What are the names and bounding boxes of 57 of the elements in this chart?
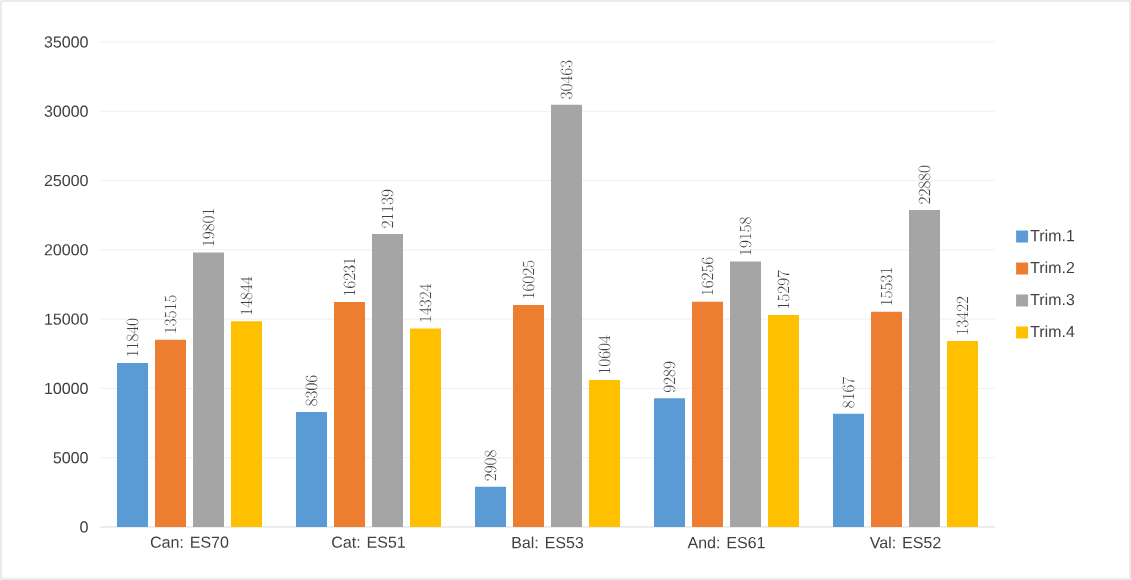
- bar: [654, 398, 686, 527]
- bar: [117, 362, 148, 527]
- bar: [692, 301, 724, 527]
- bar: [155, 339, 186, 527]
- data-label: 21139: [381, 189, 394, 228]
- legend-label: Trim.1: [1030, 229, 1075, 242]
- bar: [231, 321, 262, 527]
- bar: [871, 311, 903, 527]
- data-label: 16256: [701, 257, 714, 295]
- data-label: 15531: [880, 268, 893, 305]
- y-tick-label: 5000: [53, 452, 88, 464]
- data-label: 16025: [522, 260, 535, 298]
- legend-label: Trim.4: [1030, 325, 1075, 338]
- data-label: 8167: [842, 376, 855, 408]
- bar: [551, 104, 582, 527]
- bar: [475, 486, 506, 527]
- legend-label: Trim.3: [1030, 293, 1075, 306]
- data-label: 14324: [419, 283, 432, 322]
- data-label: 14844: [240, 276, 253, 315]
- bar: [947, 341, 979, 527]
- y-tick-label: 10000: [45, 382, 88, 395]
- x-tick-label: Can: ES70: [150, 536, 229, 548]
- x-tick-label: Cat: ES51: [332, 536, 405, 548]
- data-label: 15297: [777, 270, 790, 308]
- bar: [730, 261, 762, 527]
- y-tick-label: 35000: [44, 36, 88, 48]
- data-label: 2908: [484, 450, 497, 481]
- data-label: 22880: [918, 165, 931, 204]
- data-label: 10604: [598, 335, 611, 374]
- bar: [589, 380, 621, 527]
- data-label: 19801: [202, 208, 215, 246]
- data-label: 13515: [164, 295, 177, 333]
- bar: [372, 234, 403, 527]
- x-tick-label: Val: ES52: [869, 536, 941, 549]
- bar: [410, 328, 441, 527]
- bar: [193, 252, 224, 527]
- data-label: 9289: [663, 361, 676, 393]
- data-label: 30463: [560, 60, 573, 99]
- data-label: 11840: [126, 318, 139, 356]
- legend-label: Trim.2: [1030, 261, 1075, 274]
- data-label: 16231: [343, 258, 356, 296]
- y-tick-label: 20000: [44, 244, 88, 256]
- y-tick-label: 0: [80, 521, 88, 533]
- x-tick-label: Bal: ES53: [512, 536, 584, 549]
- bar: [296, 411, 327, 527]
- bar: [513, 304, 544, 527]
- y-tick-label: 25000: [44, 174, 88, 187]
- bar: [334, 302, 365, 527]
- bar: [909, 209, 941, 527]
- y-tick-label: 15000: [45, 313, 88, 325]
- bar: [768, 315, 800, 527]
- bar: [833, 413, 865, 527]
- data-label: 19158: [739, 217, 752, 255]
- x-tick-label: And: ES61: [687, 536, 765, 549]
- data-label: 8306: [305, 375, 318, 406]
- y-tick-label: 30000: [44, 105, 88, 117]
- data-label: 13422: [956, 296, 969, 334]
